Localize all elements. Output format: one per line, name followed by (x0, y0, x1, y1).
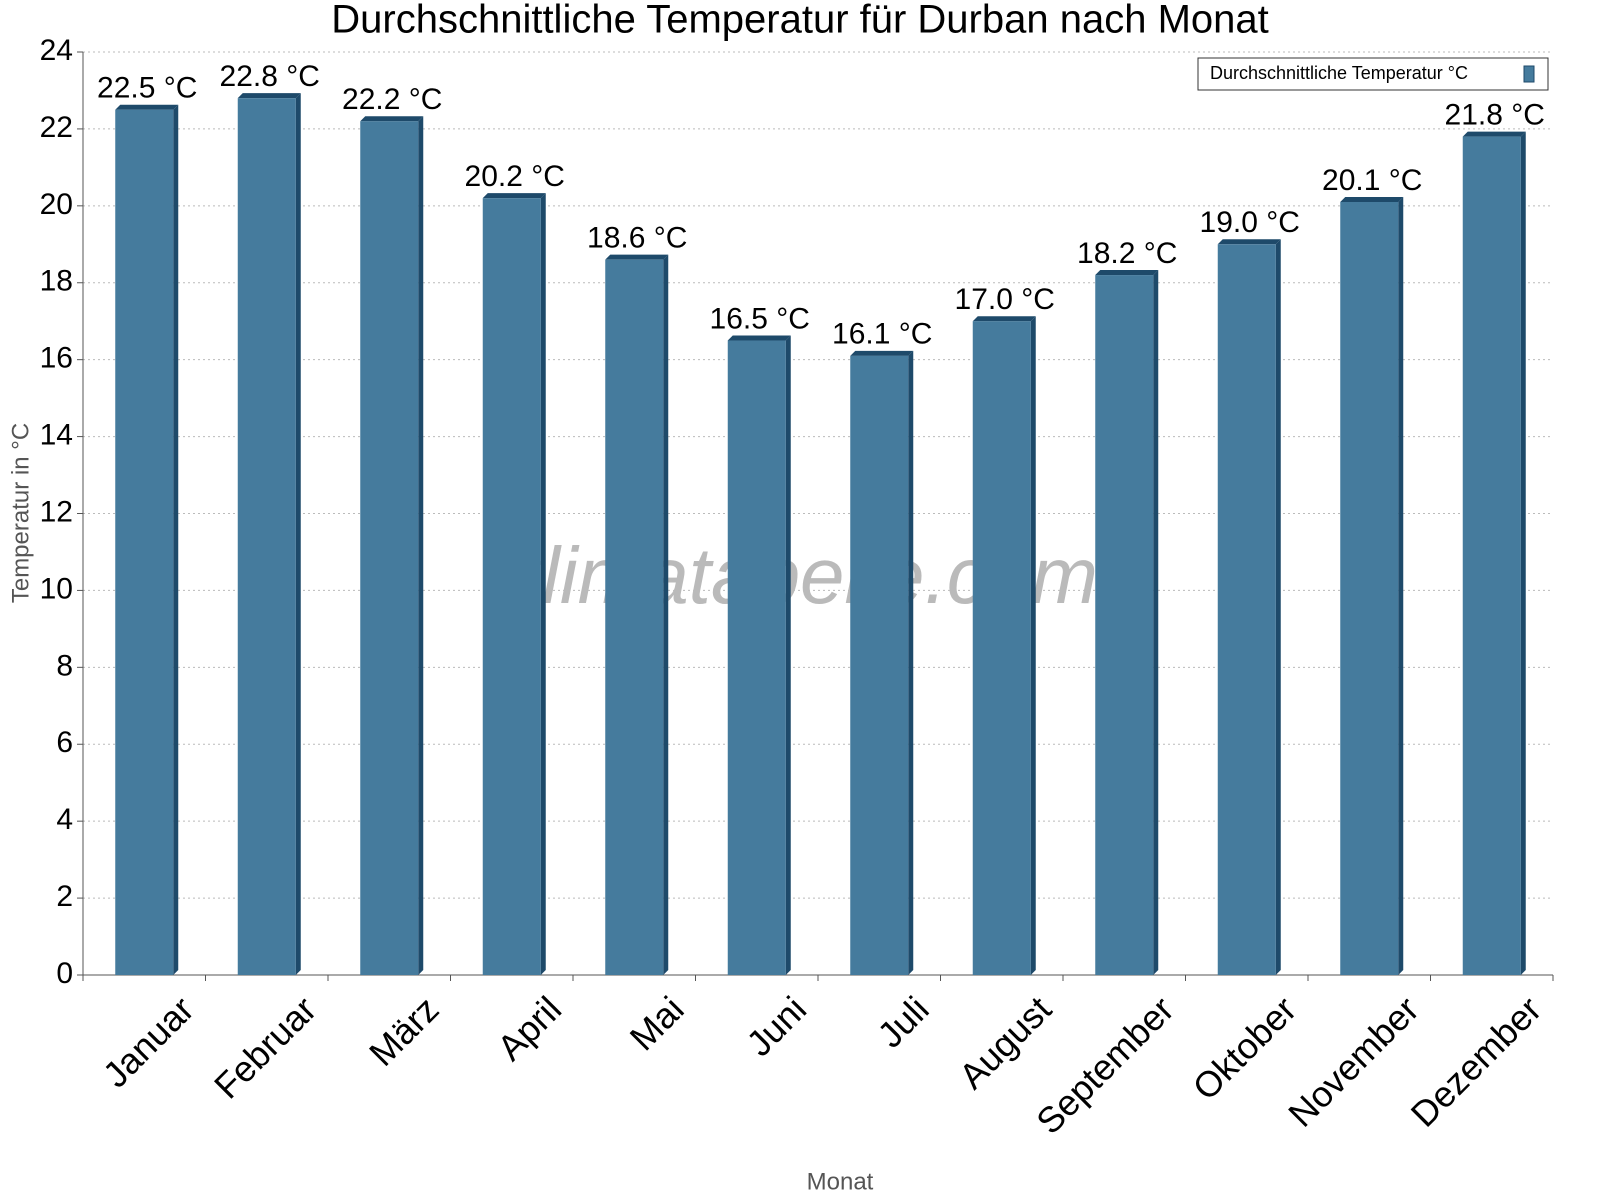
bar (850, 355, 909, 976)
bar (972, 321, 1031, 975)
y-tick-label: 4 (56, 803, 73, 836)
x-tick-label: Juli (869, 988, 936, 1055)
bar-top (1462, 131, 1526, 137)
x-tick-label: Mai (622, 988, 692, 1058)
bar-top (605, 254, 669, 260)
legend-label: Durchschnittliche Temperatur °C (1210, 63, 1468, 83)
bar-side (173, 104, 179, 975)
bar (727, 340, 786, 975)
bar-side (908, 350, 914, 976)
chart-title: Durchschnittliche Temperatur für Durban … (331, 0, 1269, 42)
bar (482, 198, 541, 975)
bar (115, 109, 174, 975)
x-tick-label: Dezember (1403, 988, 1549, 1134)
value-label: 19.0 °C (1200, 206, 1300, 239)
x-tick-label: April (489, 988, 569, 1068)
y-tick-label: 24 (40, 34, 73, 67)
bar-top (972, 316, 1036, 322)
bar-side (1030, 316, 1036, 975)
bar (1462, 136, 1521, 975)
y-tick-label: 6 (56, 726, 73, 759)
y-tick-label: 22 (40, 111, 73, 144)
y-tick-label: 10 (40, 572, 73, 605)
bar-side (663, 254, 669, 976)
bar-side (295, 93, 301, 975)
bar (360, 121, 419, 976)
y-tick-label: 0 (56, 957, 73, 990)
y-tick-label: 2 (56, 880, 73, 913)
value-label: 22.8 °C (220, 60, 320, 93)
bar-side (540, 193, 546, 975)
bar-side (1520, 131, 1526, 975)
legend-swatch (1523, 65, 1535, 83)
bar-top (360, 116, 424, 122)
x-tick-label: November (1280, 988, 1426, 1134)
bar-top (850, 350, 914, 356)
bar-side (1153, 270, 1159, 975)
bar-side (418, 116, 424, 976)
bar (1095, 275, 1154, 975)
y-tick-label: 8 (56, 649, 73, 682)
bar (237, 98, 296, 975)
bar-top (115, 104, 179, 110)
value-label: 16.1 °C (832, 318, 932, 351)
bar-top (1217, 239, 1281, 245)
bar-side (1398, 196, 1404, 976)
bar-top (1340, 196, 1404, 202)
x-tick-label: März (361, 988, 447, 1074)
bar-top (1095, 270, 1159, 276)
value-label: 16.5 °C (710, 302, 810, 335)
value-label: 22.2 °C (342, 83, 442, 116)
value-label: 21.8 °C (1445, 99, 1545, 132)
x-axis-title: Monat (807, 1168, 874, 1195)
bar-side (1275, 239, 1281, 975)
x-tick-label: Juni (738, 988, 814, 1064)
x-tick-label: Oktober (1185, 988, 1305, 1108)
x-tick-label: Februar (206, 988, 324, 1106)
y-tick-label: 14 (40, 419, 73, 452)
value-label: 20.2 °C (465, 160, 565, 193)
value-label: 18.6 °C (587, 222, 687, 255)
value-label: 22.5 °C (97, 72, 197, 105)
value-label: 18.2 °C (1077, 237, 1177, 270)
bar (1340, 201, 1399, 976)
y-tick-label: 20 (40, 188, 73, 221)
x-tick-label: August (951, 988, 1059, 1096)
y-tick-label: 12 (40, 495, 73, 528)
bar-top (237, 93, 301, 99)
y-axis-title: Temperatur in °C (7, 423, 34, 603)
y-tick-label: 18 (40, 265, 73, 298)
value-label: 17.0 °C (955, 283, 1055, 316)
value-label: 20.1 °C (1322, 164, 1422, 197)
bar (605, 259, 664, 975)
bar-top (727, 335, 791, 341)
y-tick-label: 16 (40, 342, 73, 375)
bar (1217, 244, 1276, 975)
bar-top (482, 193, 546, 199)
bar-side (785, 335, 791, 975)
x-tick-label: Januar (95, 988, 202, 1095)
legend-box (1197, 57, 1549, 91)
